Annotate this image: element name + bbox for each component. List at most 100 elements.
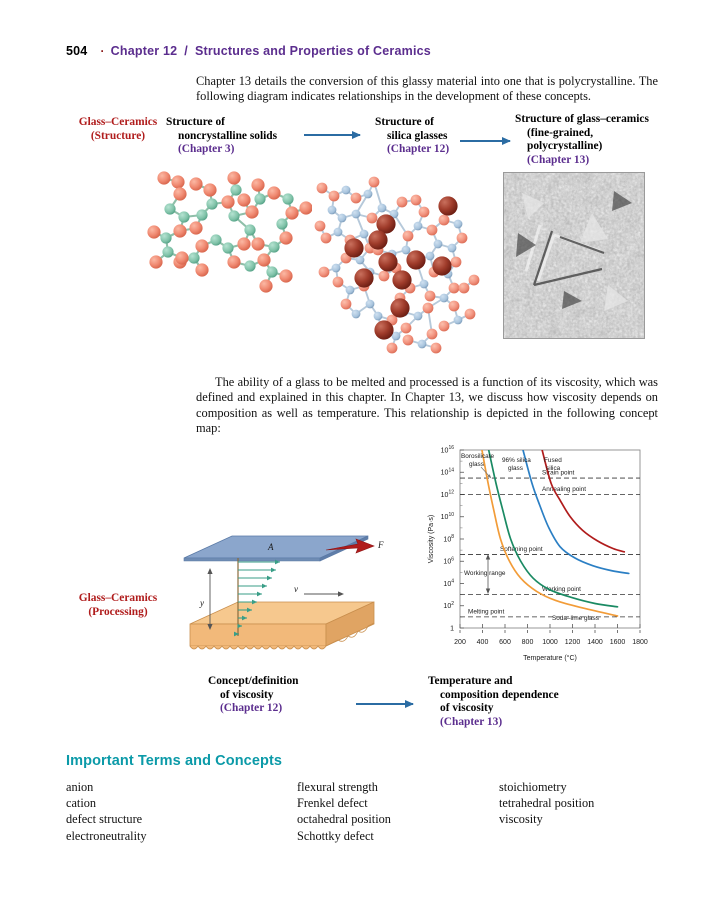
svg-text:glass: glass	[508, 465, 523, 472]
lower-block	[189, 601, 375, 650]
chart-y-tick-label: 1	[450, 625, 454, 632]
terms-column-2: flexural strength Frenkel defect octahedra…	[297, 779, 391, 844]
topic-label-line1: Glass–Ceramics	[78, 592, 158, 604]
svg-text:96% silica: 96% silica	[502, 457, 531, 464]
paragraph-viscosity: The ability of a glass to be melted and …	[196, 375, 658, 437]
height-label: y	[199, 598, 204, 608]
chart-curve-96-silica-glass	[522, 450, 630, 575]
chart-reference-label: Softening point	[500, 546, 543, 553]
chart-x-tick-label: 800	[522, 639, 534, 646]
terms-column-3: stoichiometry tetrahedral position viscosi…	[499, 779, 594, 828]
term-item: electroneutrality	[66, 828, 147, 843]
term-item: viscosity	[499, 812, 543, 827]
node-line2: composition dependence	[440, 688, 559, 701]
chart-series-curves	[481, 450, 630, 617]
chart-y-tick-label: 1010	[441, 512, 455, 521]
height-dimension-arrow	[207, 568, 213, 630]
chart-curve-soda-lime-glass	[481, 450, 619, 617]
term-item: tetrahedral position	[499, 796, 595, 811]
running-head-title: Structures and Properties of Ceramics	[194, 44, 431, 58]
chart-x-axis: 200 400 600 800 1000 1200 1400 1600 1800	[454, 624, 648, 646]
svg-text:Soda–lime glass: Soda–lime glass	[552, 615, 599, 622]
chart-reference-label: Strain point	[542, 470, 575, 477]
concept-node-silica-glasses: Structure of silica glasses (Chapter 12)	[375, 116, 475, 157]
silica-glass-structure-illustration	[314, 176, 480, 354]
velocity-gradient-arrows	[234, 559, 280, 637]
force-arrow-icon	[325, 538, 375, 554]
chart-y-tick-label: 104	[443, 579, 454, 588]
node-line3: polycrystalline)	[527, 140, 603, 153]
chart-y-axis-title: Viscosity (Pa·s)	[428, 515, 435, 564]
chart-reference-label: Melting point	[468, 608, 504, 615]
chart-x-tick-label: 1400	[587, 639, 603, 646]
node-chapter: (Chapter 3)	[178, 143, 235, 156]
node-chapter: (Chapter 13)	[527, 153, 590, 166]
plate-area-label: A	[267, 542, 274, 552]
term-item: anion	[66, 780, 94, 794]
node-line2: noncrystalline solids	[178, 129, 278, 142]
concept-node-viscosity-definition: Concept/definition of viscosity (Chapter…	[208, 675, 348, 716]
chart-x-tick-label: 400	[477, 639, 489, 646]
node-line3: of viscosity	[440, 702, 494, 715]
topic-label-line1: Glass–Ceramics	[78, 116, 158, 128]
force-label: F	[377, 540, 384, 550]
node-chapter: (Chapter 12)	[387, 143, 450, 156]
node-line1: Structure of	[166, 116, 225, 128]
velocity-label: v	[294, 584, 298, 594]
chart-y-tick-label: 1012	[441, 490, 455, 499]
node-line2: (fine-grained,	[527, 126, 594, 139]
term-item: Frenkel defect	[297, 796, 368, 811]
chart-y-axis: 1016 1014 1012 1010 108 106 104 102 1	[441, 445, 464, 632]
working-range-annotation: Working range	[464, 554, 506, 594]
node-line1: Structure of glass–ceramics	[515, 113, 649, 125]
term-item: stoichiometry	[499, 780, 567, 794]
chart-x-tick-label: 1600	[610, 639, 626, 646]
paragraph-intro: Chapter 13 details the conversion of thi…	[196, 74, 658, 105]
chart-reference-label: Annealing point	[542, 486, 586, 493]
running-head-slash: /	[184, 44, 188, 58]
chart-y-tick-label: 1014	[441, 467, 455, 476]
paragraph-intro-text: Chapter 13 details the conversion of thi…	[196, 74, 658, 104]
chart-x-tick-label: 200	[454, 639, 466, 646]
paragraph-viscosity-text: The ability of a glass to be melted and …	[196, 375, 658, 436]
term-item: Schottky defect	[297, 828, 374, 843]
chart-y-tick-label: 106	[443, 556, 454, 565]
topic-label-line2: (Structure)	[90, 129, 146, 142]
arrow-right-icon-1	[304, 130, 361, 139]
chart-curve-fused-silica	[541, 450, 626, 553]
terms-column-1: anion cation defect structure electroneutra…	[66, 779, 147, 844]
glass-ceramic-micrograph	[503, 172, 645, 339]
chart-x-tick-label: 1200	[565, 639, 581, 646]
svg-text:Fused: Fused	[544, 457, 562, 464]
term-item: defect structure	[66, 812, 143, 827]
svg-text:silica: silica	[546, 465, 561, 472]
node-line1: Structure of	[375, 116, 434, 128]
arrow-right-icon-3	[356, 699, 414, 708]
chart-y-tick-label: 1016	[441, 445, 455, 454]
node-line1: Temperature and	[428, 675, 513, 687]
node-line1: Concept/definition	[208, 675, 299, 687]
running-head: 504 · Chapter 12 / Structures and Properties…	[66, 44, 431, 58]
concept-node-viscosity-dependence: Temperature and composition dependence o…	[428, 675, 603, 729]
chart-curve-borosilicate-glass	[487, 450, 619, 608]
node-line2: of viscosity	[220, 688, 274, 701]
topic-label-line2: (Processing)	[88, 605, 148, 618]
concept-node-noncrystalline-solids: Structure of noncrystalline solids (Chap…	[166, 116, 298, 157]
node-chapter: (Chapter 12)	[220, 702, 283, 715]
chart-x-tick-label: 1000	[542, 639, 558, 646]
arrow-right-icon-2	[460, 136, 511, 145]
chart-reference-label: Working point	[542, 586, 581, 593]
chart-y-tick-label: 108	[443, 534, 454, 543]
viscosity-shear-diagram: A F y	[183, 535, 384, 650]
chart-x-tick-label: 1800	[632, 639, 648, 646]
chart-x-tick-label: 600	[499, 639, 511, 646]
node-line2: silica glasses	[387, 129, 448, 142]
running-head-chapter: Chapter 12	[110, 44, 178, 58]
concept-node-glass-ceramics-structure: Structure of glass–ceramics (fine-graine…	[515, 113, 660, 167]
sodium-ions	[344, 196, 458, 340]
viscosity-vs-temperature-chart: 1016 1014 1012 1010 108 106 104 102 1 200 400 600 8…	[428, 445, 648, 662]
chart-x-axis-title: Temperature (°C)	[523, 654, 577, 662]
term-item: flexural strength	[297, 780, 378, 794]
important-terms-heading: Important Terms and Concepts	[66, 753, 283, 769]
